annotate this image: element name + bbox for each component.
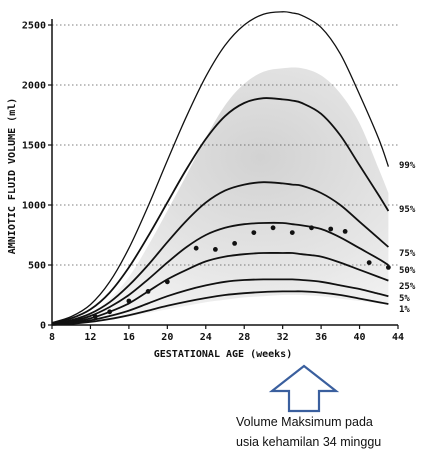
axes <box>51 19 398 326</box>
data-point <box>78 317 84 323</box>
x-tick-label: 24 <box>200 332 212 343</box>
data-point <box>145 289 151 294</box>
data-point <box>107 309 113 315</box>
y-axis-label: AMNIOTIC FLUID VOLUME (ml) <box>7 98 18 255</box>
data-point <box>366 260 372 265</box>
y-tick-label: 0 <box>40 321 46 332</box>
percentile-band <box>52 67 389 325</box>
label-75pct: 75% <box>399 249 416 259</box>
y-tick-label: 500 <box>28 261 46 272</box>
y-tick-label: 1500 <box>22 141 46 152</box>
x-tick-label: 20 <box>161 332 173 343</box>
label-99pct: 99% <box>399 161 416 171</box>
data-point <box>342 229 348 234</box>
data-point <box>270 225 276 231</box>
y-tick-label: 2500 <box>22 21 46 32</box>
label-1pct: 1% <box>399 305 410 315</box>
percentile-labels: 99% 95% 75% 50% 25% 5%1% <box>399 161 416 315</box>
data-point <box>92 314 98 319</box>
curve-1pct <box>51 290 389 326</box>
x-tick-label: 44 <box>392 332 404 343</box>
curve-99pct <box>51 11 390 324</box>
label-50pct: 50% <box>399 266 416 276</box>
y-tick-label: 1000 <box>22 201 46 212</box>
label-95pct: 95% <box>399 205 416 215</box>
data-point <box>212 247 218 252</box>
up-arrow-icon <box>268 364 340 413</box>
percentile-curves <box>51 11 390 326</box>
data-point <box>289 230 295 236</box>
data-point <box>126 298 132 304</box>
data-point <box>251 230 257 236</box>
data-point <box>232 241 238 246</box>
x-tick-label: 8 <box>49 332 55 343</box>
x-axis-label: GESTATIONAL AGE (weeks) <box>154 349 292 360</box>
annotation-line-2: usia kehamilan 34 minggu <box>236 435 382 449</box>
annotation-caption: Volume Maksimum pada usia kehamilan 34 m… <box>236 412 426 452</box>
curve-75pct <box>51 181 389 325</box>
curve-5pct <box>51 278 389 326</box>
tick-labels: 8 12 16 20 24 28 32 36 40 44 0 500 1000 1500 2000 2500 <box>22 21 404 344</box>
curve-50pct <box>51 221 389 325</box>
label-25pct: 25% <box>399 282 416 292</box>
data-point <box>328 226 334 232</box>
label-5pct: 5% <box>399 294 410 304</box>
shaded-band <box>52 67 389 325</box>
data-point <box>68 320 74 325</box>
data-point <box>385 265 391 270</box>
x-tick-label: 40 <box>354 332 366 343</box>
x-tick-label: 32 <box>277 332 289 343</box>
x-tick-label: 28 <box>238 332 250 343</box>
x-tick-label: 12 <box>84 332 96 343</box>
data-point <box>309 225 314 231</box>
annotation-line-1: Volume Maksimum pada <box>236 415 373 429</box>
x-tick-label: 36 <box>315 332 327 343</box>
data-point <box>164 279 170 285</box>
x-tick-label: 16 <box>123 332 135 343</box>
curve-95pct <box>51 97 390 325</box>
y-tick-label: 2000 <box>22 81 46 92</box>
data-point <box>193 245 199 251</box>
data-points <box>68 225 391 325</box>
